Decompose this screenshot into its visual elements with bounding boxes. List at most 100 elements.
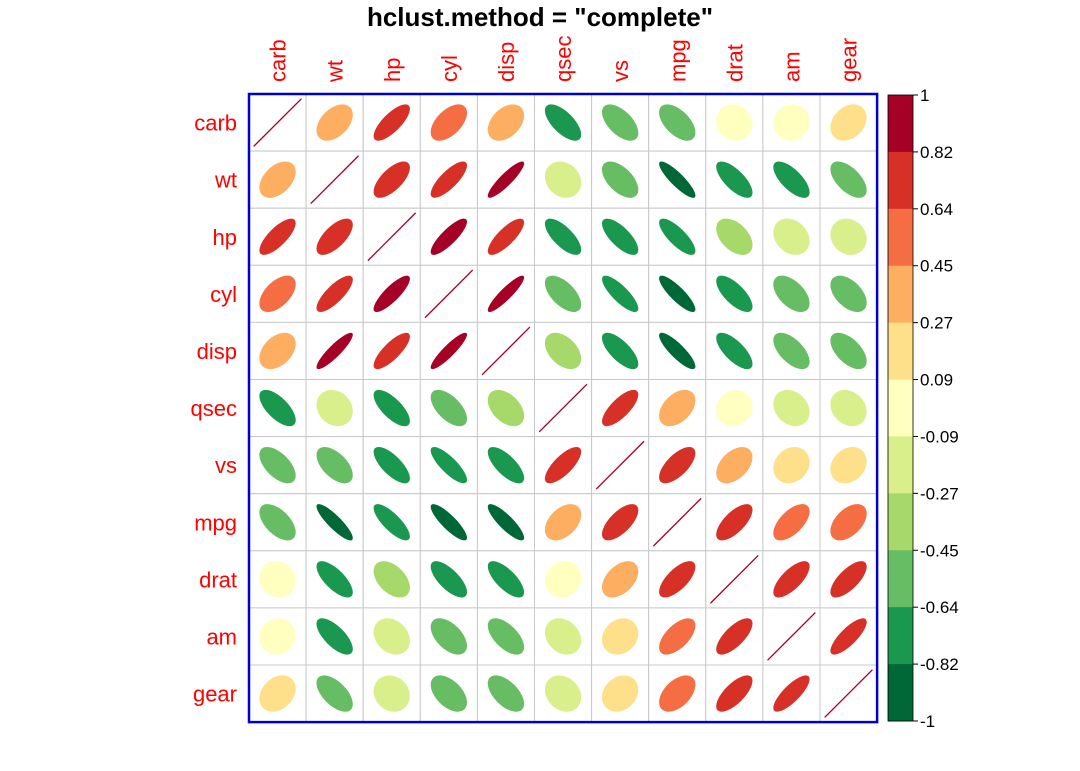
ellipse-am-mpg	[659, 618, 696, 655]
ellipse-cyl-carb	[259, 275, 296, 313]
ellipse-drat-mpg	[659, 561, 696, 598]
ellipse-hp-mpg	[659, 218, 696, 255]
ellipse-am-carb	[259, 618, 296, 655]
ellipse-wt-cyl	[430, 161, 468, 198]
column-label-am: am	[779, 51, 804, 82]
legend-tick-label: 0.45	[920, 257, 953, 276]
ellipse-vs-drat	[716, 446, 753, 484]
row-label-am: am	[206, 624, 237, 649]
ellipse-qsec-hp	[373, 389, 410, 427]
column-labels: carb wt hp cyl disp qsec vs mpg drat am gear	[266, 36, 862, 83]
ellipse-am-gear	[830, 618, 867, 655]
ellipse-cyl-wt	[316, 275, 353, 313]
ellipse-wt-vs	[601, 161, 639, 198]
column-label-drat: drat	[722, 44, 747, 82]
ellipse-qsec-am	[773, 389, 810, 427]
row-label-mpg: mpg	[194, 510, 237, 535]
ellipse-am-am	[767, 612, 816, 661]
ellipse-mpg-carb	[259, 504, 296, 541]
ellipse-disp-carb	[259, 332, 296, 370]
legend-swatch	[888, 607, 913, 665]
ellipse-carb-gear	[830, 104, 867, 141]
ellipse-qsec-cyl	[430, 389, 468, 427]
correlation-ellipses	[253, 98, 873, 718]
row-label-gear: gear	[193, 682, 237, 707]
row-label-qsec: qsec	[191, 396, 237, 421]
column-label-disp: disp	[494, 42, 519, 82]
ellipse-carb-wt	[316, 104, 353, 141]
ellipse-wt-wt	[310, 155, 360, 205]
ellipse-carb-qsec	[544, 104, 582, 141]
ellipse-wt-gear	[830, 161, 867, 198]
ellipse-drat-hp	[373, 561, 410, 598]
ellipse-carb-hp	[373, 104, 410, 141]
ellipse-vs-qsec	[544, 446, 582, 484]
ellipse-mpg-vs	[601, 504, 639, 541]
legend-swatch	[888, 208, 913, 267]
cell-wt-gear	[819, 150, 878, 209]
ellipse-disp-cyl	[430, 332, 468, 370]
ellipse-vs-am	[773, 446, 810, 484]
legend-tick-label: -0.27	[920, 484, 959, 503]
ellipse-hp-gear	[830, 218, 867, 255]
ellipse-disp-am	[773, 332, 810, 370]
ellipse-am-qsec	[544, 618, 582, 655]
ellipse-cyl-am	[773, 275, 810, 313]
legend-frame	[887, 94, 914, 722]
ellipse-cyl-mpg	[659, 275, 696, 313]
legend-tick-label: -0.64	[920, 598, 959, 617]
ellipse-mpg-am	[773, 504, 810, 541]
column-label-hp: hp	[380, 58, 405, 82]
column-label-gear: gear	[837, 38, 862, 82]
ellipse-gear-mpg	[659, 675, 696, 712]
ellipse-carb-carb	[253, 98, 302, 147]
row-label-vs: vs	[215, 453, 237, 478]
legend-swatch	[888, 493, 913, 551]
legend-swatch	[888, 436, 913, 494]
ellipse-vs-carb	[259, 446, 296, 484]
ellipse-drat-gear	[830, 561, 867, 598]
ellipse-am-disp	[487, 618, 525, 655]
ellipse-drat-cyl	[430, 561, 468, 598]
ellipse-qsec-drat	[716, 389, 753, 427]
ellipse-disp-vs	[601, 332, 639, 370]
ellipse-disp-gear	[830, 332, 867, 370]
ellipse-mpg-hp	[373, 504, 410, 541]
ellipse-carb-mpg	[659, 104, 696, 141]
ellipse-carb-cyl	[430, 104, 468, 141]
legend-tick-label: -0.45	[920, 541, 959, 560]
ellipse-gear-drat	[716, 675, 753, 712]
ellipse-carb-vs	[601, 104, 639, 141]
ellipse-mpg-cyl	[430, 504, 468, 541]
column-label-carb: carb	[266, 39, 291, 82]
legend-tick-label: 1	[920, 86, 929, 105]
ellipse-carb-am	[773, 104, 810, 141]
ellipse-disp-mpg	[659, 332, 696, 370]
legend-swatch	[888, 550, 913, 608]
ellipse-cyl-drat	[716, 275, 753, 313]
ellipse-disp-drat	[716, 332, 753, 370]
ellipse-gear-gear	[824, 669, 873, 718]
ellipse-mpg-qsec	[544, 504, 582, 541]
ellipse-am-drat	[716, 618, 753, 655]
legend-swatch	[888, 379, 913, 437]
ellipse-drat-carb	[259, 561, 296, 598]
cell-carb-mpg	[648, 93, 707, 152]
ellipse-vs-hp	[373, 446, 410, 484]
ellipse-gear-am	[773, 675, 810, 712]
ellipse-vs-cyl	[430, 446, 468, 484]
column-label-cyl: cyl	[437, 55, 462, 82]
legend-swatch	[888, 664, 913, 722]
legend-swatch	[888, 95, 913, 153]
row-labels: carb wt hp cyl disp qsec vs mpg drat am gear	[191, 111, 237, 707]
ellipse-hp-am	[773, 218, 810, 255]
ellipse-hp-carb	[259, 218, 296, 255]
ellipse-vs-wt	[316, 446, 353, 484]
column-label-qsec: qsec	[551, 36, 576, 82]
legend-tick-label: -0.09	[920, 427, 959, 446]
ellipse-gear-qsec	[544, 675, 582, 712]
ellipse-gear-wt	[316, 675, 353, 712]
ellipse-cyl-cyl	[424, 269, 474, 319]
cell-cyl-qsec	[534, 264, 593, 323]
ellipse-vs-mpg	[659, 446, 696, 484]
